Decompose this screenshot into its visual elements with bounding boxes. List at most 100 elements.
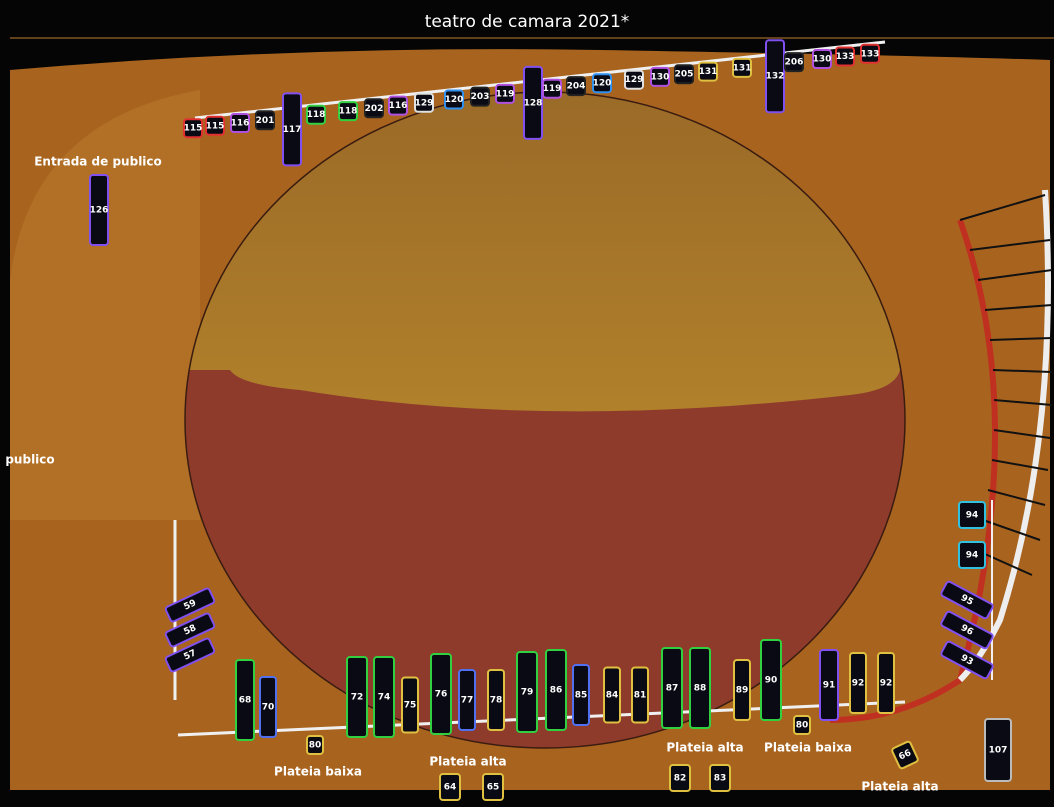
fixture-label: 130 — [651, 72, 670, 82]
fixture-label: 126 — [90, 206, 109, 216]
fixture-body — [631, 666, 649, 724]
fixture-body — [793, 715, 811, 735]
area-label: Plateia alta — [429, 755, 506, 769]
fixture-label: 65 — [487, 783, 500, 793]
fixture-body — [346, 656, 368, 738]
fixture: 65 — [482, 773, 504, 801]
fixture-body — [784, 52, 804, 73]
fixture-body — [733, 659, 751, 721]
fixture-label: 83 — [714, 774, 727, 784]
fixture-body — [603, 666, 621, 724]
fixture-label: 88 — [694, 684, 707, 694]
fixture-body — [760, 639, 782, 721]
fixture-label: 74 — [378, 693, 391, 703]
fixture-label: 205 — [675, 70, 694, 80]
fixture-body — [592, 73, 612, 94]
fixture: 88 — [689, 647, 711, 729]
fixture: 129 — [414, 92, 434, 113]
stairs — [959, 194, 1053, 576]
area-label: Plateia baixa — [764, 741, 852, 755]
fixture-body — [235, 659, 255, 741]
fixture-body — [373, 656, 395, 738]
fixture-body — [674, 64, 694, 85]
fixture-label: 129 — [415, 98, 434, 108]
fixture-label: 119 — [543, 84, 562, 94]
fixture-body — [164, 587, 216, 623]
fixture-body — [430, 653, 452, 735]
fixture-body — [205, 115, 225, 136]
title: teatro de camara 2021* — [425, 12, 630, 32]
fixture-body — [164, 637, 216, 673]
fixture: 86 — [545, 649, 567, 731]
fixture-label: 72 — [351, 693, 364, 703]
fixture-label: 130 — [813, 55, 832, 65]
fixture-label: 86 — [550, 686, 563, 696]
fixture-label: 118 — [307, 110, 326, 120]
fixture-body — [940, 610, 994, 650]
fixture-label: 76 — [435, 690, 448, 700]
fixture-label: 58 — [182, 623, 198, 637]
fixture-label: 66 — [897, 748, 913, 762]
fixture: 79 — [516, 651, 538, 733]
fixture: 130 — [812, 49, 832, 70]
fixture-label: 80 — [309, 741, 322, 751]
fixture: 129 — [624, 69, 644, 90]
fixture-label: 85 — [575, 691, 588, 701]
fixture-body — [444, 89, 464, 110]
fixture-body — [523, 65, 543, 140]
fixture-body — [732, 57, 752, 78]
fixture-body — [572, 664, 590, 726]
fixture-label: 203 — [471, 92, 490, 102]
fixture-label: 57 — [182, 648, 198, 662]
fixture: 201 — [255, 110, 275, 131]
fixture-label: 90 — [765, 676, 778, 686]
fixture-label: 120 — [593, 79, 612, 89]
front-pipe — [177, 700, 906, 737]
fixture-label: 202 — [365, 104, 384, 114]
area-label: Plateia baixa — [274, 765, 362, 779]
fixture: 96 — [940, 610, 994, 650]
fixture-body — [835, 46, 855, 67]
fixture-body — [650, 66, 670, 87]
fixture-body — [940, 640, 994, 680]
fixture-body — [388, 95, 408, 116]
fixture: 57 — [164, 637, 216, 673]
fixture: 118 — [306, 104, 326, 125]
fixture-label: 68 — [239, 696, 252, 706]
fixture: 95 — [940, 580, 994, 620]
fixture-body — [164, 612, 216, 648]
fixture-body — [984, 718, 1012, 782]
area-label: publico — [5, 453, 54, 467]
floor-shade — [10, 90, 200, 520]
fixture: 205 — [674, 64, 694, 85]
fixture: 66 — [891, 740, 919, 770]
fixture-body — [482, 773, 504, 801]
fixture-label: 91 — [823, 681, 836, 691]
fixture-label: 75 — [404, 701, 417, 711]
fixture: 119 — [542, 78, 562, 99]
fixture-body — [709, 764, 731, 792]
fixture-body — [487, 669, 505, 731]
fixture-label: 204 — [567, 82, 586, 92]
fixture-body — [282, 92, 302, 167]
fixture: 115 — [205, 115, 225, 136]
fixture: 80 — [793, 715, 811, 735]
fixture-body — [183, 118, 203, 139]
fixture-label: 64 — [444, 783, 457, 793]
fixture-body — [401, 676, 419, 734]
fixture: 107 — [984, 718, 1012, 782]
fixture-body — [306, 735, 324, 755]
fixture-body — [364, 98, 384, 119]
fixture-body — [940, 580, 994, 620]
fixture-body — [458, 669, 476, 731]
fixture: 72 — [346, 656, 368, 738]
fixture-label: 82 — [674, 774, 687, 784]
fixture-body — [414, 92, 434, 113]
fixture: 119 — [495, 83, 515, 104]
fixture-label: 115 — [206, 121, 225, 131]
fixture: 118 — [338, 101, 358, 122]
fixture-label: 119 — [496, 89, 515, 99]
fixture-label: 128 — [524, 98, 543, 108]
fixture: 75 — [401, 676, 419, 734]
